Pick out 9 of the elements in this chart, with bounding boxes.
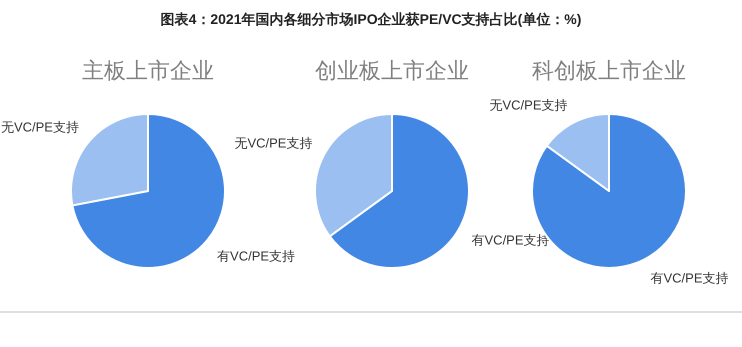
chart-subtitle: 科创板上市企业 — [532, 58, 686, 83]
slice-label: 有VC/PE支持 — [650, 270, 729, 286]
slice-label: 无VC/PE支持 — [234, 136, 312, 151]
chart-subtitle: 主板上市企业 — [82, 58, 214, 83]
text: 图表4：2021年国内各细分市场IPO企业获PE/VC支持占比(单位：%) — [160, 11, 582, 27]
slice-label: 无VC/PE支持 — [0, 120, 79, 135]
slice-label: 无VC/PE支持 — [489, 97, 568, 112]
slice-label: 有VC/PE支持 — [217, 248, 296, 264]
chart-subtitle: 创业板上市企业 — [315, 58, 469, 83]
